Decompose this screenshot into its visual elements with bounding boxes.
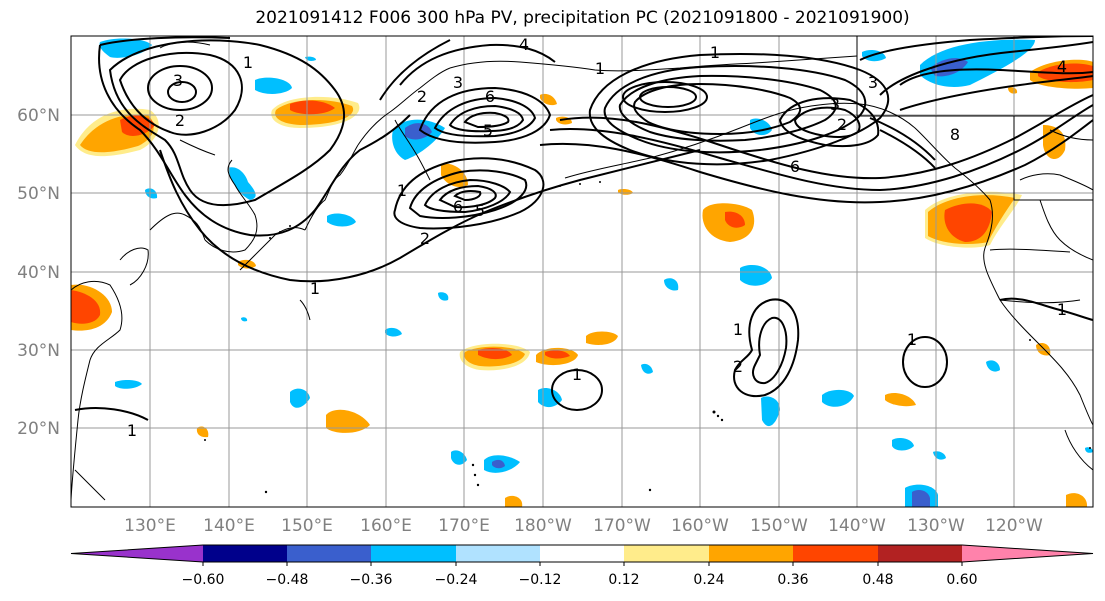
contour-label: 1 bbox=[907, 330, 917, 349]
contour-labels: 3 2 1 4 3 2 5 6 5 6 1 2 1 1 3 2 6 8 3 4 … bbox=[127, 35, 1067, 440]
map-area: 3 2 1 4 3 2 5 6 5 6 1 2 1 1 3 2 6 8 3 4 … bbox=[71, 35, 1093, 507]
colorbar-ticks bbox=[202, 562, 963, 566]
contour-label: 3 bbox=[830, 95, 840, 114]
contour-label: 8 bbox=[950, 125, 960, 144]
contour-label: 6 bbox=[485, 87, 495, 106]
precipitation-shading bbox=[71, 38, 1093, 507]
lon-label: 170°E bbox=[438, 516, 490, 536]
contour-label: 1 bbox=[397, 181, 407, 200]
contour-label: 6 bbox=[790, 157, 800, 176]
lon-label: 160°E bbox=[360, 516, 412, 536]
colorbar-segment bbox=[540, 545, 624, 562]
lon-label: 140°W bbox=[828, 516, 886, 536]
lon-label: 130°W bbox=[907, 516, 965, 536]
colorbar-tick-label: −0.48 bbox=[266, 572, 309, 588]
colorbar-tick-labels: −0.60 −0.48 −0.36 −0.24 −0.12 0.12 0.24 … bbox=[182, 572, 978, 588]
colorbar-tick-label: −0.24 bbox=[435, 572, 478, 588]
contour-label: 3 bbox=[173, 71, 183, 90]
colorbar-extend-high bbox=[962, 545, 1093, 562]
colorbar-segment bbox=[624, 545, 709, 562]
colorbar-segment bbox=[793, 545, 878, 562]
contour-label: 2 bbox=[733, 357, 743, 376]
colorbar: −0.60 −0.48 −0.36 −0.24 −0.12 0.12 0.24 … bbox=[70, 544, 1094, 588]
colorbar-tick-label: 0.60 bbox=[946, 572, 977, 588]
contour-label: 6 bbox=[453, 197, 463, 216]
contour-label: 4 bbox=[519, 35, 529, 54]
lon-label: 150°E bbox=[281, 516, 333, 536]
contour-label: 1 bbox=[733, 320, 743, 339]
colorbar-tick-label: 0.36 bbox=[777, 572, 808, 588]
colorbar-tick-label: −0.12 bbox=[519, 572, 562, 588]
colorbar-segment bbox=[878, 545, 962, 562]
contour-label: 2 bbox=[837, 115, 847, 134]
contour-label: 5 bbox=[483, 121, 493, 140]
lat-label: 60°N bbox=[17, 106, 60, 126]
contour-label: 1 bbox=[127, 421, 137, 440]
map-frame bbox=[70, 35, 1094, 508]
colorbar-tick-label: 0.48 bbox=[862, 572, 893, 588]
lon-label: 130°E bbox=[124, 516, 176, 536]
colorbar-extend-low bbox=[71, 545, 203, 562]
lon-label: 120°W bbox=[985, 516, 1043, 536]
colorbar-tick-label: 0.12 bbox=[608, 572, 639, 588]
colorbar-tick-label: 0.24 bbox=[693, 572, 724, 588]
contour-label: 3 bbox=[868, 73, 878, 92]
contour-label: 1 bbox=[572, 365, 582, 384]
contour-label: 1 bbox=[243, 53, 253, 72]
colorbar-segment bbox=[456, 545, 540, 562]
lat-label: 40°N bbox=[17, 263, 60, 283]
contour-label: 1 bbox=[310, 279, 320, 298]
contour-label: 1 bbox=[595, 59, 605, 78]
lon-label: 180°W bbox=[514, 516, 572, 536]
colorbar-segment bbox=[203, 545, 287, 562]
map-title: 2021091412 F006 300 hPa PV, precipitatio… bbox=[255, 8, 910, 28]
colorbar-tick-label: −0.36 bbox=[350, 572, 393, 588]
lon-label: 170°W bbox=[593, 516, 651, 536]
colorbar-segment bbox=[709, 545, 793, 562]
contour-label: 5 bbox=[475, 201, 485, 220]
colorbar-segment bbox=[371, 545, 456, 562]
lon-label: 160°W bbox=[671, 516, 729, 536]
contour-label: 1 bbox=[1057, 300, 1067, 319]
latitude-labels: 60°N 50°N 40°N 30°N 20°N bbox=[17, 106, 60, 439]
colorbar-tick-label: −0.60 bbox=[182, 572, 225, 588]
contour-label: 2 bbox=[175, 111, 185, 130]
lat-label: 20°N bbox=[17, 419, 60, 439]
contour-label: 3 bbox=[453, 73, 463, 92]
colorbar-segments bbox=[70, 544, 1094, 563]
contour-label: 4 bbox=[1057, 57, 1067, 76]
contour-label: 1 bbox=[710, 43, 720, 62]
lat-label: 50°N bbox=[17, 184, 60, 204]
lon-label: 150°W bbox=[750, 516, 808, 536]
lat-label: 30°N bbox=[17, 341, 60, 361]
colorbar-segment bbox=[287, 545, 371, 562]
contour-label: 2 bbox=[420, 229, 430, 248]
lon-label: 140°E bbox=[203, 516, 255, 536]
contour-label: 2 bbox=[417, 87, 427, 106]
longitude-labels: 130°E 140°E 150°E 160°E 170°E 180°W 170°… bbox=[124, 516, 1043, 536]
